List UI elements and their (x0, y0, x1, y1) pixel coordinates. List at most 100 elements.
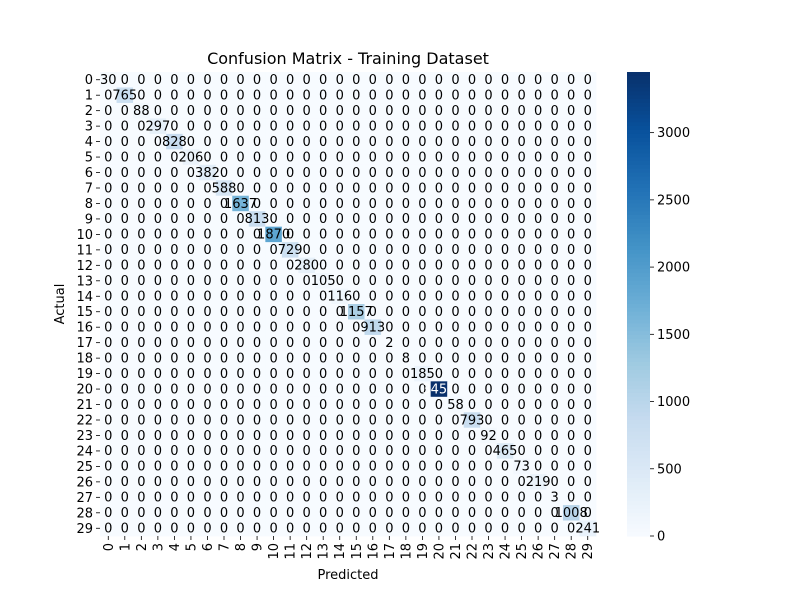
heatmap-cell (298, 211, 316, 228)
cell-value-label: 0 (567, 367, 575, 382)
cell-value-label: 0 (137, 336, 145, 351)
cell-value-label: 0 (451, 150, 459, 165)
colorbar-segment (627, 296, 650, 301)
heatmap-cell (513, 118, 531, 135)
cell-value-label: 0 (336, 351, 344, 366)
heatmap-cell (513, 381, 531, 398)
cell-value-label: 0 (170, 429, 178, 444)
cell-value-label: 0 (154, 150, 162, 165)
colorbar-segment (627, 145, 650, 150)
cell-value-label: 0 (584, 336, 592, 351)
heatmap-cell (166, 87, 184, 104)
cell-value-label: 0 (187, 73, 195, 88)
cell-value-label: 0 (484, 212, 492, 227)
cell-value-label: 0 (402, 475, 410, 490)
cell-value-label: 0 (501, 367, 509, 382)
cell-value-label: 0 (104, 336, 112, 351)
heatmap-cell (562, 319, 580, 336)
cell-value-label: 0 (137, 259, 145, 274)
colorbar-segment (627, 458, 650, 464)
heatmap-cell (281, 505, 299, 521)
heatmap-cell (116, 427, 134, 444)
heatmap-cell (331, 102, 349, 119)
cell-value-label: 0 (451, 305, 459, 320)
heatmap-cell (182, 133, 200, 150)
cell-value-label: 0 (253, 336, 261, 351)
cell-value-label: 0 (203, 243, 211, 258)
cell-value-label: 0 (484, 228, 492, 243)
cell-value-label: 0 (303, 444, 311, 459)
cell-value-label: 0 (269, 460, 277, 475)
cell-value-label: 0 (402, 89, 410, 104)
cell-value-label: 0 (170, 212, 178, 227)
cell-value-label: 0 (418, 305, 426, 320)
cell-value-label: 0 (154, 367, 162, 382)
cell-value-label: 0 (203, 321, 211, 336)
cell-value-label: 0 (468, 228, 476, 243)
cell-value-label: 0 (517, 336, 525, 351)
cell-value-label: 0 (104, 429, 112, 444)
heatmap-cell (463, 381, 481, 398)
cell-value-label: 0 (203, 104, 211, 119)
cell-value-label: 0 (385, 290, 393, 305)
cell-value-label: 0 (203, 259, 211, 274)
heatmap-cell (562, 180, 580, 197)
cell-value-label: 0 (468, 119, 476, 134)
heatmap-cell (348, 505, 365, 521)
cell-value-label: 0 (286, 119, 294, 134)
colorbar-tick-label: 500 (657, 462, 682, 477)
colorbar-tick-label: 3000 (657, 126, 690, 141)
cell-value-label: 0 (451, 522, 459, 537)
heatmap-cell (562, 520, 580, 537)
heatmap-cell (529, 319, 547, 336)
colorbar-segment (627, 300, 650, 305)
heatmap-cell (116, 118, 134, 135)
cell-value-label: 0 (137, 228, 145, 243)
heatmap-cell (331, 319, 349, 336)
heatmap-cell (529, 520, 547, 537)
heatmap-cell (414, 102, 432, 119)
heatmap-cell (100, 474, 117, 490)
cell-value-label: 0 (319, 212, 327, 227)
cell-value-label: 0 (236, 429, 244, 444)
heatmap-cell (579, 443, 597, 460)
heatmap-cell (298, 273, 316, 289)
heatmap-cell (166, 195, 184, 212)
heatmap-cell (364, 273, 382, 289)
cell-value-label: 0 (187, 475, 195, 490)
heatmap-cell (480, 505, 498, 521)
cell-value-label: 0 (352, 491, 360, 506)
cell-value-label: 0 (303, 89, 311, 104)
heatmap-cell (529, 505, 547, 521)
heatmap-cell (232, 72, 250, 88)
cell-value-label: 0 (517, 444, 525, 459)
cell-value-label: 0 (501, 228, 509, 243)
heatmap-cell (331, 149, 349, 166)
heatmap-cell (496, 474, 514, 490)
heatmap-cell (265, 102, 283, 119)
cell-value-label: 0 (584, 506, 592, 521)
cell-value-label: 0 (584, 274, 592, 289)
heatmap-cell (496, 365, 514, 382)
heatmap-cell (182, 72, 200, 88)
cell-value-label: 0 (303, 274, 311, 289)
cell-value-label: 0 (484, 367, 492, 382)
heatmap-cell (166, 412, 184, 429)
cell-value-label: 0 (567, 104, 575, 119)
colorbar-segment (627, 443, 650, 448)
colorbar-segment (627, 516, 650, 522)
heatmap-cell (199, 334, 217, 351)
heatmap-cell (381, 365, 398, 382)
cell-value-label: 0 (286, 460, 294, 475)
heatmap-cell (463, 118, 481, 135)
heatmap-cell (381, 458, 398, 475)
cell-value-label: 0 (451, 321, 459, 336)
cell-value-label: 0 (137, 475, 145, 490)
cell-value-label: 0 (269, 382, 277, 397)
cell-value-label: 0 (534, 73, 542, 88)
cell-value-label: 813 (245, 212, 270, 227)
colorbar-segment (627, 508, 650, 514)
cell-value-label: 0 (336, 243, 344, 258)
cell-value-label: 0 (468, 212, 476, 227)
heatmap-cell (298, 257, 316, 274)
